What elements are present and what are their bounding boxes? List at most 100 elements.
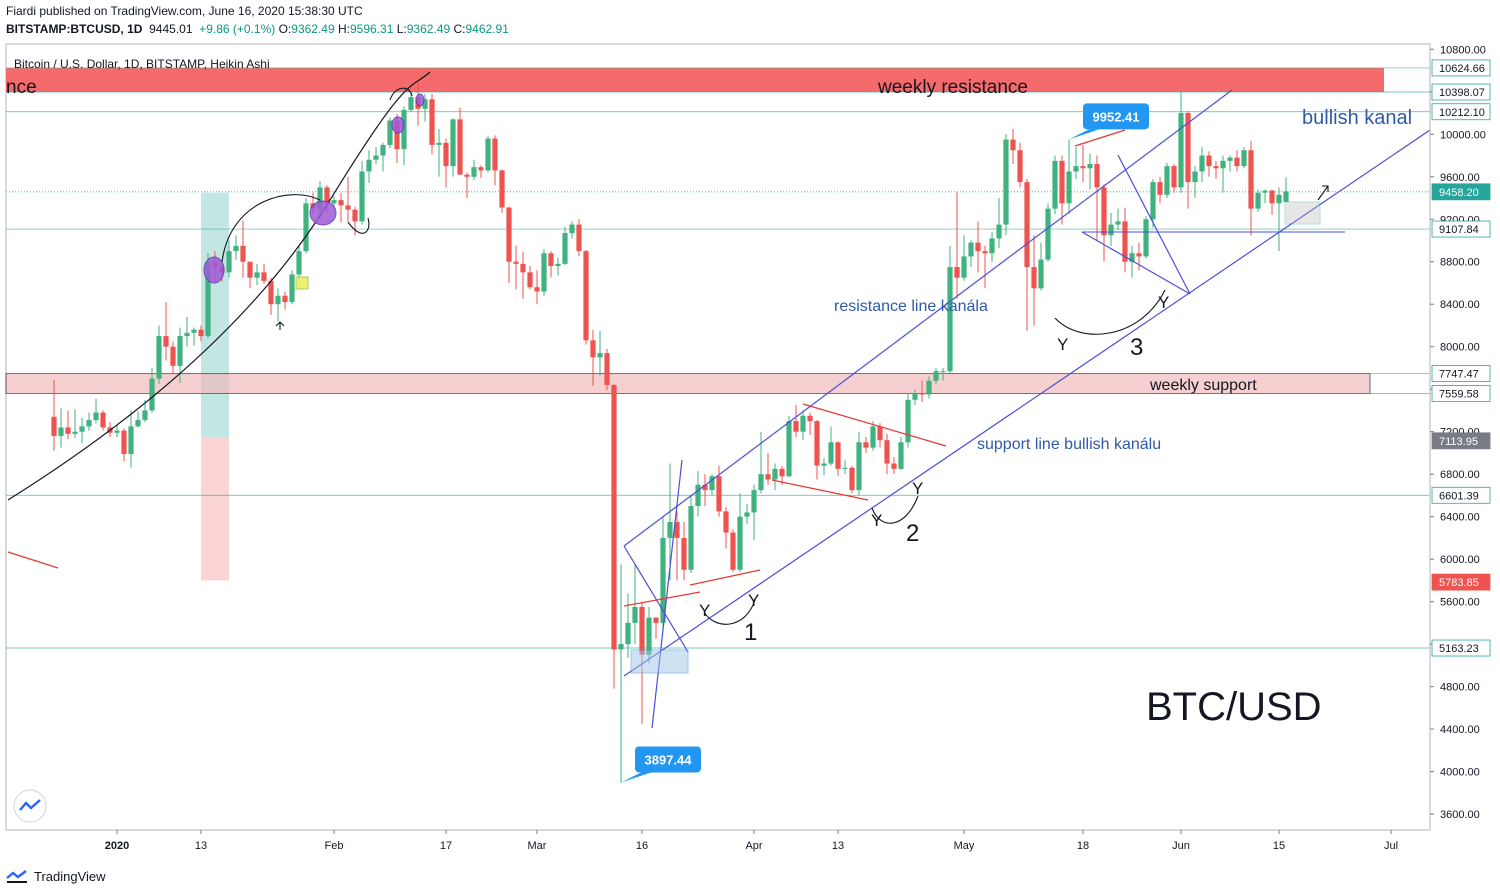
candle-body [730, 532, 736, 570]
candle [905, 393, 911, 448]
candle-body [716, 476, 722, 512]
candle [275, 288, 281, 322]
weekly-support-label: weekly support [1149, 377, 1257, 394]
candle [261, 263, 267, 285]
candle [128, 410, 134, 468]
candle [534, 270, 540, 305]
candle-body [625, 622, 631, 645]
price-axis-label-text: 5163.23 [1439, 643, 1479, 655]
candle [800, 410, 806, 441]
candle [1024, 178, 1030, 331]
y-mark: Y [1057, 335, 1068, 354]
candle [898, 437, 904, 470]
candle [135, 411, 141, 428]
candle-body [1171, 166, 1177, 188]
wedge-line-4 [1117, 154, 1191, 295]
parabolic-trend-curve [7, 71, 431, 501]
candle-body [898, 442, 904, 469]
price-axis-label-bg [1431, 486, 1491, 504]
price-axis-label: 10398.07 [1431, 83, 1491, 101]
candle-body [86, 420, 92, 427]
tradingview-logo[interactable]: TradingView [6, 866, 106, 886]
candle [51, 379, 57, 451]
candle [1255, 189, 1261, 212]
candle [1241, 147, 1247, 169]
candle [191, 327, 197, 346]
candle [443, 138, 449, 188]
candle [611, 383, 617, 689]
candle-body [58, 427, 64, 436]
candle-body [786, 421, 792, 477]
y-tick-label: 4000.00 [1440, 767, 1480, 779]
candle [1073, 147, 1079, 179]
accumulation-box [630, 649, 689, 674]
candle [408, 91, 414, 112]
candle-body [1269, 190, 1275, 204]
candle [1052, 155, 1058, 214]
candle [674, 511, 680, 581]
candle-body [1010, 139, 1016, 151]
wave-label-1: 1 [744, 619, 757, 646]
chart-title: Bitcoin / U.S. Dollar, 1D, BITSTAMP, Hei… [14, 57, 270, 71]
highlight-pink-zone [201, 437, 229, 581]
candle [828, 426, 834, 466]
candle [821, 458, 827, 476]
candle-body [702, 484, 708, 491]
candle-body [800, 415, 806, 432]
candle-body [380, 144, 386, 156]
candle [730, 529, 736, 572]
candle-body [1087, 164, 1093, 169]
candle-body [1283, 191, 1289, 202]
price-axis-label: 5163.23 [1431, 639, 1491, 657]
candle-body [478, 167, 484, 171]
candle [387, 117, 393, 149]
y-tick-label: 10000.00 [1440, 129, 1486, 141]
candle-body [324, 187, 330, 204]
candle [1003, 134, 1009, 236]
candle-body [254, 272, 260, 278]
candle [856, 431, 862, 496]
candle [366, 150, 372, 184]
candle-body [842, 467, 848, 469]
candle [240, 220, 246, 278]
candle-body [443, 142, 449, 167]
candle-body [198, 329, 204, 337]
candle-body [975, 242, 981, 252]
candle [877, 423, 883, 448]
candle [520, 252, 526, 299]
candle-body [1003, 139, 1009, 225]
candle [296, 245, 302, 281]
published-line: Fiardi published on TradingView.com, Jun… [6, 4, 363, 18]
candle-body [681, 537, 687, 570]
candle [1178, 91, 1184, 193]
candle [562, 226, 568, 265]
candle [947, 245, 953, 374]
candle-body [919, 393, 925, 395]
candle-body [1213, 166, 1219, 169]
candle-body [1073, 166, 1079, 172]
candle-body [562, 233, 568, 264]
candle-body [863, 442, 869, 448]
tradingview-brand: TradingView [34, 868, 106, 884]
candle [926, 376, 932, 399]
candle-body [548, 253, 554, 266]
candle-body [72, 431, 78, 434]
zone-label-partial: nce [6, 77, 37, 98]
candle [1227, 155, 1233, 172]
tv-badge-icon [19, 799, 41, 811]
candle-body [1248, 150, 1254, 209]
candle-body [583, 251, 589, 341]
price-chart[interactable]: 9952.41 3897.44 Bitcoin / U.S. Dollar, 1D,… [0, 40, 1500, 860]
callout-text: 9952.41 [1093, 109, 1140, 124]
candle [527, 265, 533, 290]
price-axis-label-text: 9458.20 [1439, 187, 1479, 199]
candle [1010, 128, 1016, 165]
candle-body [457, 119, 463, 175]
candle [891, 457, 897, 475]
candle-body [205, 261, 211, 337]
candle [695, 470, 701, 517]
candle-body [128, 426, 134, 454]
price-change: +9.86 (+0.1%) [199, 22, 276, 36]
candle [338, 192, 344, 223]
candle [380, 142, 386, 172]
